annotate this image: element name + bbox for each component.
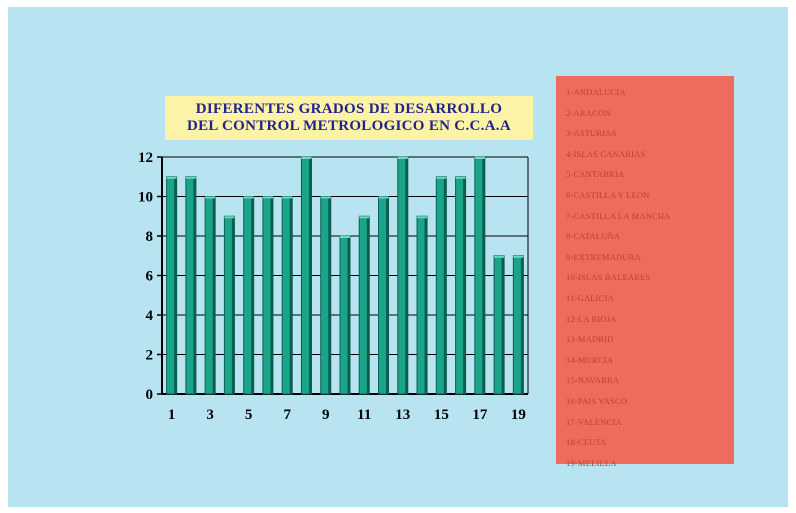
legend-item: 5-CANTABRIA (566, 169, 625, 180)
legend-item: 12-LA RIOJA (566, 313, 617, 324)
x-tick-label: 1 (168, 407, 176, 423)
bar (493, 255, 505, 395)
bar (378, 196, 390, 395)
legend-item: 3-ASTURIAS (566, 128, 617, 139)
legend-item: 10-ISLAS BALEARES (566, 272, 651, 283)
legend-item: 14-MURCIA (566, 354, 614, 365)
region-legend: 1-ANDALUCIA 2-ARAGON 3-ASTURIAS 4-ISLAS CAN… (556, 76, 734, 468)
legend-item: 18-CEUTA (566, 437, 607, 448)
y-tick-label: 10 (138, 190, 153, 206)
bar (474, 156, 486, 395)
legend-item: 4-ISLAS CANARIAS (566, 148, 646, 159)
legend-item: 13-MADRID (566, 334, 614, 345)
legend-item: 2-ARAGON (566, 107, 612, 118)
y-tick-label: 4 (146, 308, 154, 324)
bar (397, 156, 409, 395)
bar (435, 176, 447, 395)
legend-item: 9-EXTREMADURA (566, 251, 641, 262)
y-tick-label: 8 (146, 229, 154, 245)
x-tick-label: 19 (511, 407, 526, 423)
bar (320, 196, 332, 395)
x-tick-label: 11 (357, 407, 371, 423)
legend-item: 16-PAIS VASCO (566, 395, 628, 406)
bar (358, 215, 370, 395)
legend-item: 6-CASTILLA Y LEON (566, 189, 650, 200)
y-tick-label: 0 (146, 387, 154, 403)
bar (185, 176, 197, 395)
legend-item: 19-MELILLA (566, 457, 617, 468)
bar (339, 235, 351, 395)
x-tick-label: 9 (322, 407, 330, 423)
bar (166, 176, 178, 395)
legend-item: 1-ANDALUCIA (566, 87, 626, 97)
chart-title: DIFERENTES GRADOS DE DESARROLLO DEL CONT… (165, 96, 533, 140)
y-tick-label: 6 (146, 269, 154, 285)
x-tick-label: 17 (472, 407, 488, 423)
y-tick-label: 2 (146, 348, 154, 364)
y-tick-label: 12 (138, 150, 153, 166)
chart-title-line-2: DEL CONTROL METROLOGICO EN C.C.A.A (187, 118, 511, 134)
bar (300, 156, 312, 395)
bar (455, 176, 467, 395)
x-tick-label: 5 (245, 407, 253, 423)
legend-item: 15-NAVARRA (566, 375, 620, 386)
bar (281, 196, 293, 395)
legend-item: 8-CATALUÑA (566, 231, 621, 242)
x-tick-label: 15 (434, 407, 449, 423)
bar (223, 215, 235, 395)
chart-title-line-1: DIFERENTES GRADOS DE DESARROLLO (195, 101, 503, 117)
bar (416, 215, 428, 395)
x-tick-label: 3 (206, 407, 214, 423)
legend-item: 7-CASTILLA LA MANCHA (566, 210, 671, 221)
bar (204, 196, 216, 395)
legend-item: 17-VALENCIA (566, 416, 622, 427)
x-tick-label: 7 (283, 407, 291, 423)
legend-item: 11-GALICIA (566, 292, 614, 303)
bar (262, 196, 274, 395)
bar (512, 255, 524, 395)
x-tick-label: 13 (395, 407, 410, 423)
bar (243, 196, 255, 395)
